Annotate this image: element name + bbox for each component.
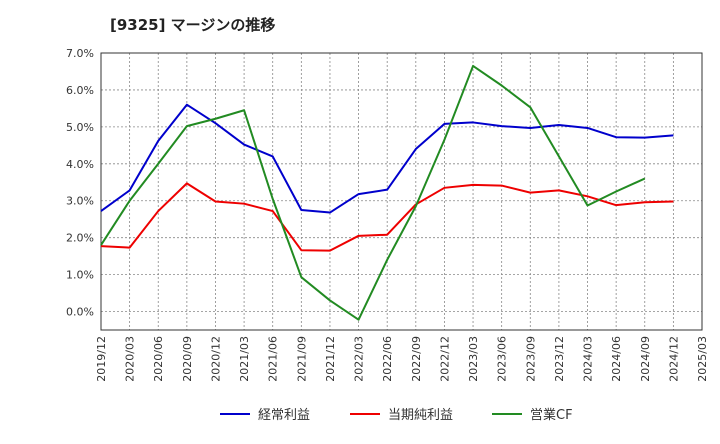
x-tick-label: 2023/06 xyxy=(496,336,509,382)
y-tick-label: 0.0% xyxy=(66,306,94,319)
y-tick-label: 5.0% xyxy=(66,121,94,134)
x-tick-label: 2020/03 xyxy=(124,336,137,382)
x-tick-label: 2025/03 xyxy=(696,336,709,382)
x-tick-label: 2023/03 xyxy=(467,336,480,382)
x-tick-label: 2021/06 xyxy=(267,336,280,382)
x-tick-label: 2023/12 xyxy=(553,336,566,382)
x-tick-label: 2021/03 xyxy=(238,336,251,382)
series-line-2 xyxy=(100,182,674,252)
x-tick-label: 2022/09 xyxy=(410,336,423,382)
x-tick-label: 2024/03 xyxy=(582,336,595,382)
x-tick-label: 2022/03 xyxy=(353,336,366,382)
y-tick-label: 4.0% xyxy=(66,158,94,171)
legend-label-3: 営業CF xyxy=(530,407,573,423)
chart-title: [9325] マージンの推移 xyxy=(110,16,276,34)
y-tick-label: 7.0% xyxy=(66,47,94,60)
x-tick-label: 2022/12 xyxy=(438,336,451,382)
x-tick-label: 2020/06 xyxy=(152,336,165,382)
x-tick-label: 2024/12 xyxy=(667,336,680,382)
x-tick-label: 2021/09 xyxy=(295,336,308,382)
y-tick-label: 2.0% xyxy=(66,232,94,245)
plot-frame xyxy=(100,52,703,331)
y-tick-label: 1.0% xyxy=(66,269,94,282)
y-tick-label: 3.0% xyxy=(66,195,94,208)
x-tick-label: 2020/09 xyxy=(181,336,194,382)
x-tick-label: 2024/06 xyxy=(610,336,623,382)
x-tick-label: 2019/12 xyxy=(95,336,108,382)
x-tick-label: 2020/12 xyxy=(209,336,222,382)
x-tick-label: 2021/12 xyxy=(324,336,337,382)
y-tick-label: 6.0% xyxy=(66,84,94,97)
x-tick-label: 2023/09 xyxy=(524,336,537,382)
x-tick-label: 2022/06 xyxy=(381,336,394,382)
series-line-3 xyxy=(100,64,646,321)
series-line-1 xyxy=(100,103,674,214)
plot-area xyxy=(101,53,702,330)
legend-label-2: 当期純利益 xyxy=(388,408,453,423)
legend-label-1: 経常利益 xyxy=(258,408,310,423)
x-tick-label: 2024/09 xyxy=(639,336,652,382)
